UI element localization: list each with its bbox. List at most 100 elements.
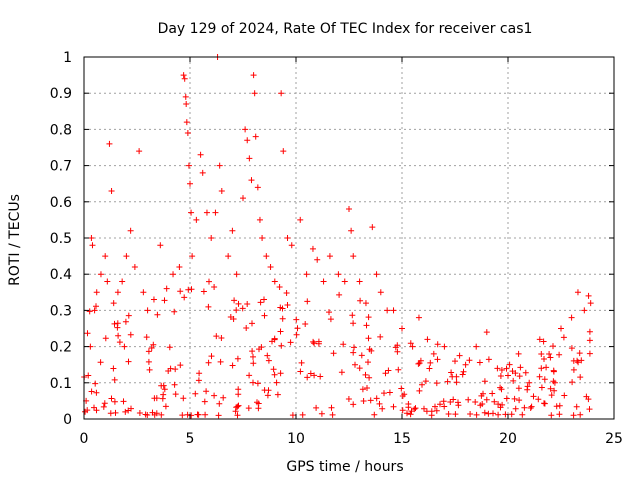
- data-point: [233, 271, 240, 278]
- data-point: [97, 271, 104, 278]
- data-point: [93, 289, 100, 296]
- data-point: [91, 307, 98, 314]
- data-point: [267, 263, 274, 270]
- data-point: [309, 245, 316, 252]
- data-point: [189, 253, 196, 260]
- data-point: [244, 137, 251, 144]
- grid-layer: [84, 57, 614, 419]
- data-point: [229, 227, 236, 234]
- data-point: [430, 350, 437, 357]
- data-point: [384, 307, 391, 314]
- data-point: [199, 169, 206, 176]
- data-point: [170, 271, 177, 278]
- data-point: [150, 296, 157, 303]
- y-axis-label: ROTI / TECUs: [7, 194, 23, 286]
- data-point: [536, 336, 543, 343]
- data-point: [187, 180, 193, 187]
- data-point: [181, 75, 188, 82]
- data-point: [585, 292, 592, 299]
- data-point: [341, 278, 348, 285]
- data-point: [240, 195, 246, 202]
- data-point: [106, 140, 113, 147]
- data-point: [188, 209, 195, 216]
- data-point: [483, 329, 490, 336]
- data-point: [110, 300, 117, 307]
- data-point: [452, 358, 458, 365]
- data-point: [89, 242, 96, 249]
- data-point: [180, 72, 187, 79]
- y-tick-label: 0.2: [50, 340, 72, 356]
- data-point: [462, 361, 469, 368]
- y-tick-label: 0.3: [50, 303, 72, 319]
- x-tick-label: 10: [287, 431, 305, 447]
- y-tick-label: 1: [63, 50, 72, 66]
- data-point: [526, 379, 533, 386]
- data-point: [574, 289, 581, 296]
- data-point: [390, 307, 397, 314]
- data-point: [314, 256, 321, 263]
- data-point: [399, 325, 405, 332]
- y-tick-label: 0.9: [50, 86, 72, 102]
- data-point: [246, 155, 253, 162]
- data-point: [271, 278, 278, 285]
- data-point: [123, 253, 130, 260]
- data-point: [581, 307, 588, 314]
- x-tick-label: 0: [80, 431, 89, 447]
- data-point: [242, 126, 249, 133]
- y-tick-label: 0.8: [50, 122, 72, 138]
- data-point: [415, 314, 422, 321]
- data-point: [218, 187, 225, 194]
- data-point: [144, 307, 151, 314]
- data-point: [216, 162, 223, 169]
- data-point: [208, 235, 215, 241]
- data-point: [197, 151, 204, 158]
- data-points-layer: [82, 54, 594, 415]
- data-point: [547, 354, 554, 361]
- x-tick-label: 15: [393, 431, 411, 447]
- data-point: [250, 72, 257, 79]
- data-point: [203, 209, 210, 216]
- y-tick-label: 0.1: [50, 376, 72, 392]
- data-point: [193, 216, 200, 223]
- data-point: [131, 263, 138, 270]
- data-point: [140, 289, 147, 296]
- data-point: [558, 325, 564, 332]
- data-point: [119, 278, 126, 285]
- data-point: [515, 350, 522, 357]
- data-point: [136, 148, 143, 155]
- x-axis-label: GPS time / hours: [286, 459, 403, 475]
- data-point: [346, 206, 352, 213]
- data-point: [185, 162, 192, 169]
- data-point: [248, 177, 255, 184]
- data-point: [127, 227, 134, 234]
- data-point: [251, 90, 258, 97]
- data-point: [505, 372, 511, 379]
- data-point: [102, 253, 109, 260]
- x-tick-label: 20: [499, 431, 517, 447]
- data-point: [256, 216, 263, 223]
- data-point: [88, 235, 95, 241]
- data-point: [183, 101, 190, 108]
- data-point: [494, 365, 501, 372]
- y-tick-label: 0.7: [50, 159, 72, 175]
- data-point: [182, 93, 189, 100]
- data-point: [284, 235, 291, 241]
- data-point: [348, 227, 355, 234]
- data-point: [259, 235, 266, 241]
- y-tick-label: 0.4: [50, 267, 72, 283]
- data-point: [326, 253, 333, 260]
- data-point: [362, 300, 369, 307]
- data-point: [568, 314, 575, 321]
- data-point: [369, 224, 376, 231]
- dense-data-cloud: [81, 278, 593, 419]
- data-point: [297, 216, 304, 223]
- data-point: [350, 253, 357, 260]
- data-point: [409, 343, 416, 350]
- data-point: [587, 300, 594, 307]
- x-tick-label: 25: [605, 431, 623, 447]
- data-point: [303, 271, 310, 278]
- data-point: [278, 90, 285, 97]
- data-point: [377, 289, 384, 296]
- data-point: [252, 133, 259, 140]
